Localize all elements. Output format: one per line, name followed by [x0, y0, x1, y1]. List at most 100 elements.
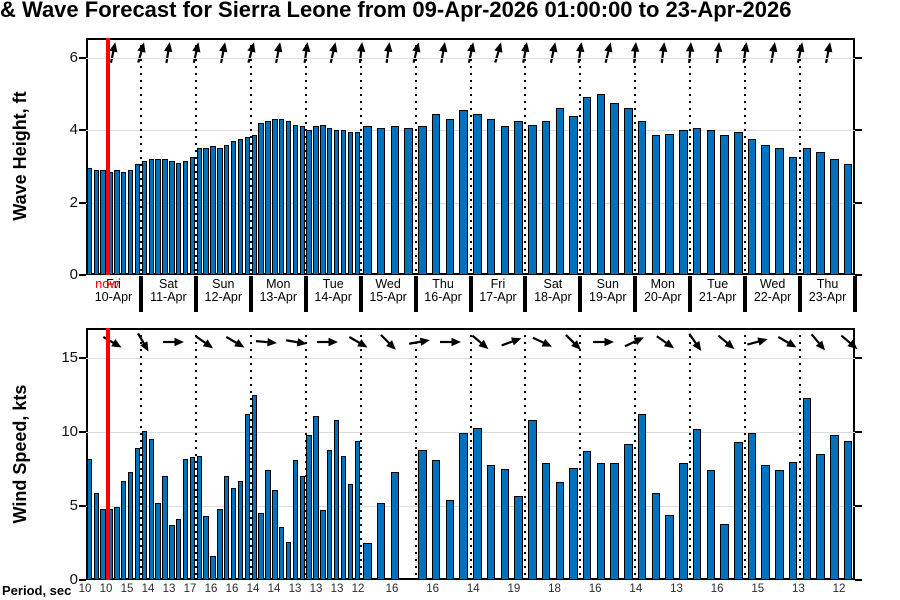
wind-speed-bar: [182, 458, 189, 580]
day-date: 22-Apr: [753, 290, 792, 304]
wind-direction-arrow: [746, 337, 768, 346]
wind-speed-bar: [306, 434, 312, 580]
period-value: 16: [426, 583, 440, 595]
y-tick-mark: [855, 201, 862, 204]
y-tick-label: 0: [69, 571, 78, 588]
wind-speed-bar: [313, 415, 319, 580]
period-value: 13: [309, 583, 323, 595]
day-weekday: Wed: [375, 277, 401, 291]
period-value: 12: [832, 583, 846, 595]
day-boundary-dotted-line: [634, 38, 637, 275]
wind-y-axis-label: Wind Speed, kts: [10, 384, 30, 524]
day-label: Mon 13-Apr: [251, 278, 306, 304]
wind-speed-bar: [333, 420, 340, 580]
wind-speed-bar: [169, 525, 175, 580]
wind-speed-bar: [272, 489, 278, 580]
day-separator: [138, 276, 143, 312]
day-date: 12-Apr: [204, 290, 243, 304]
wave-height-bar: [390, 126, 400, 275]
day-boundary-dotted-line: [139, 38, 142, 275]
wave-height-bar: [761, 144, 770, 275]
day-label: Tue 21-Apr: [690, 278, 745, 304]
day-separator: [193, 276, 198, 312]
wave-height-bar: [665, 133, 674, 275]
wave-direction-arrow: [109, 42, 118, 64]
y-tick-label: 0: [69, 266, 78, 283]
wave-direction-arrow: [658, 42, 668, 64]
wind-direction-arrow: [316, 337, 338, 347]
wave-height-bar: [569, 115, 578, 275]
day-label: Sat 18-Apr: [525, 278, 580, 304]
wave-height-bar: [445, 119, 455, 275]
wind-speed-plot: [86, 328, 858, 580]
wave-height-bar: [285, 120, 292, 275]
day-date: 11-Apr: [150, 290, 187, 304]
wave-height-bar: [582, 97, 592, 275]
y-tick-label: 4: [69, 121, 78, 138]
wave-height-bar: [486, 119, 496, 275]
day-boundary-dotted-line: [469, 328, 472, 580]
period-value: 19: [507, 583, 521, 595]
wind-speed-bar: [230, 488, 237, 580]
wave-height-bar: [251, 135, 257, 275]
wave-height-bar: [528, 124, 537, 275]
day-separator: [523, 276, 528, 312]
period-value: 16: [385, 583, 399, 595]
y-tick-label: 6: [69, 48, 78, 66]
wind-speed-bar: [237, 480, 244, 580]
wave-height-bar: [217, 148, 223, 275]
wave-height-bar: [596, 93, 606, 275]
wind-speed-bar: [390, 471, 400, 580]
figure-title: & Wave Forecast for Sierra Leone from 09…: [0, 0, 792, 22]
wind-speed-bar: [651, 492, 661, 580]
day-boundary-dotted-line: [359, 328, 362, 580]
wave-height-bar: [555, 108, 564, 275]
wave-height-bar: [514, 120, 523, 275]
wind-direction-arrow: [810, 333, 826, 351]
wave-height-bar: [363, 126, 372, 275]
y-tick-mark: [79, 431, 86, 433]
wind-speed-bar: [555, 482, 564, 580]
wave-height-bar: [320, 124, 326, 275]
day-boundary-dotted-line: [304, 328, 307, 580]
day-weekday: Wed: [759, 277, 786, 291]
wave-height-bar: [706, 130, 716, 275]
wind-direction-arrow: [380, 334, 397, 350]
wave-height-bar: [278, 119, 285, 275]
wave-height-bar: [127, 169, 134, 275]
wind-speed-bar: [459, 433, 468, 580]
period-value: 14: [466, 583, 480, 595]
day-boundary-dotted-line: [194, 328, 197, 580]
wind-speed-bar: [217, 508, 223, 580]
wave-height-bar: [541, 120, 551, 275]
wave-height-bar: [203, 148, 209, 275]
wind-speed-bar: [514, 495, 523, 580]
period-value: 12: [351, 583, 365, 595]
day-label: Fri 10-Apr: [86, 278, 141, 304]
wave-height-bar: [182, 160, 189, 275]
wind-speed-bar: [816, 454, 825, 580]
day-separator: [633, 276, 638, 312]
wave-height-bar: [843, 164, 853, 275]
wave-height-bar: [265, 120, 271, 275]
wind-speed-bar: [148, 439, 154, 580]
now-line: [106, 328, 110, 580]
day-boundary-dotted-line: [304, 38, 307, 275]
wave-height-bar: [816, 151, 825, 275]
y-tick-mark: [79, 129, 86, 131]
wind-speed-bar: [285, 541, 292, 580]
wind-speed-bar: [114, 507, 120, 580]
y-tick-mark: [855, 431, 862, 433]
day-boundary-dotted-line: [579, 328, 582, 580]
day-weekday: Fri: [490, 277, 506, 291]
wave-height-bar: [404, 128, 413, 275]
period-value: 16: [588, 583, 602, 595]
day-label: Sat 11-Apr: [141, 278, 196, 304]
wind-speed-bar: [320, 510, 326, 580]
wind-speed-bar: [265, 470, 271, 580]
day-separator: [303, 276, 308, 312]
day-boundary-dotted-line: [524, 328, 527, 580]
day-separator: [743, 276, 748, 312]
wave-height-bar: [121, 171, 127, 275]
